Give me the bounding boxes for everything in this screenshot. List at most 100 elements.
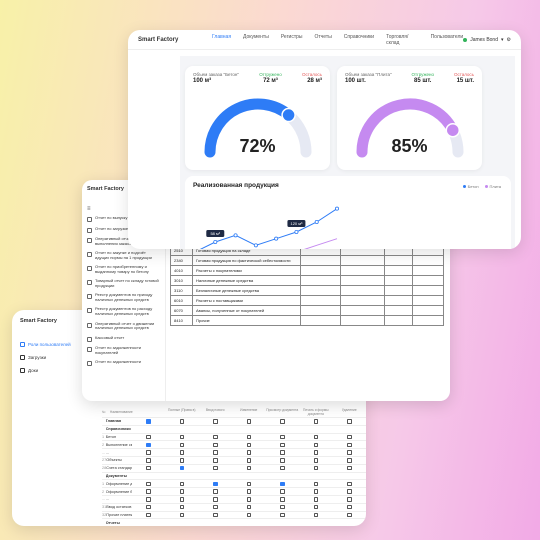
nav-item[interactable]: Справочники xyxy=(343,33,375,40)
permission-checkbox[interactable] xyxy=(347,481,352,487)
data-point[interactable] xyxy=(334,206,339,211)
permission-checkbox[interactable] xyxy=(179,434,184,440)
permission-checkbox[interactable] xyxy=(313,434,318,440)
permission-checkbox[interactable] xyxy=(146,419,151,424)
nav-item[interactable]: Торговля/склад xyxy=(386,33,409,46)
legend-item-slab[interactable]: Плита xyxy=(484,184,501,189)
permission-checkbox[interactable] xyxy=(213,458,218,463)
permission-checkbox[interactable] xyxy=(313,465,318,471)
report-sidebar-item[interactable]: Отчет по задолженности xyxy=(87,359,160,367)
permission-checkbox[interactable] xyxy=(347,442,352,448)
permission-checkbox[interactable] xyxy=(246,512,251,518)
permission-checkbox[interactable] xyxy=(280,419,285,424)
permission-checkbox[interactable] xyxy=(280,497,285,502)
nav-item[interactable]: Отчеты xyxy=(314,33,332,40)
menu-icon[interactable]: ≡ xyxy=(87,206,91,212)
permission-checkbox[interactable] xyxy=(246,450,251,455)
permission-checkbox[interactable] xyxy=(347,512,352,518)
permission-checkbox[interactable] xyxy=(246,489,251,494)
report-sidebar-item[interactable]: Отчет по приобретенному и выданному това… xyxy=(87,264,160,275)
data-point[interactable] xyxy=(294,230,299,235)
permission-checkbox[interactable] xyxy=(213,450,218,455)
permissions-sidebar-item[interactable]: Доки xyxy=(20,368,78,373)
permission-checkbox[interactable] xyxy=(347,450,352,455)
permission-checkbox[interactable] xyxy=(313,512,318,518)
permission-checkbox[interactable] xyxy=(246,419,251,424)
permission-checkbox[interactable] xyxy=(313,450,318,455)
report-sidebar-item[interactable]: Отчет по загрузке / разгрузке xyxy=(87,226,160,233)
legend-item-concrete[interactable]: Бетон xyxy=(462,184,479,189)
permission-checkbox[interactable] xyxy=(179,442,184,448)
permissions-sidebar-item[interactable]: Загрузки xyxy=(20,355,78,360)
permission-checkbox[interactable] xyxy=(213,442,218,448)
permission-checkbox[interactable] xyxy=(179,419,184,424)
permission-checkbox[interactable] xyxy=(280,450,285,455)
permission-checkbox[interactable] xyxy=(146,489,151,494)
permission-checkbox[interactable] xyxy=(246,458,251,463)
permission-checkbox[interactable] xyxy=(246,481,251,487)
permission-checkbox[interactable] xyxy=(246,504,251,510)
permission-checkbox[interactable] xyxy=(213,419,218,424)
permission-checkbox[interactable] xyxy=(313,504,318,510)
permission-checkbox[interactable] xyxy=(246,497,251,502)
permission-checkbox[interactable] xyxy=(213,465,218,471)
permission-checkbox[interactable] xyxy=(146,442,151,448)
report-sidebar-item[interactable]: Реестр документов по приходу наличных де… xyxy=(87,293,160,303)
permission-checkbox[interactable] xyxy=(179,458,184,463)
permission-checkbox[interactable] xyxy=(313,481,318,487)
permission-checkbox[interactable] xyxy=(146,434,151,440)
permission-checkbox[interactable] xyxy=(313,419,318,424)
permission-checkbox[interactable] xyxy=(246,434,251,440)
permission-checkbox[interactable] xyxy=(280,434,285,440)
permission-checkbox[interactable] xyxy=(280,481,285,487)
permission-checkbox[interactable] xyxy=(280,504,285,510)
permission-checkbox[interactable] xyxy=(347,465,352,471)
permission-checkbox[interactable] xyxy=(213,504,218,510)
report-sidebar-item[interactable]: Кассовый отчет xyxy=(87,335,160,342)
permission-checkbox[interactable] xyxy=(246,465,251,471)
gear-icon[interactable]: ⚙ xyxy=(506,36,511,43)
report-sidebar-item[interactable]: Отчет по закупке и подсчёт идущих нормы … xyxy=(87,250,160,261)
nav-item[interactable]: Главная xyxy=(212,33,232,40)
permission-checkbox[interactable] xyxy=(179,504,184,510)
permission-checkbox[interactable] xyxy=(280,465,285,471)
report-sidebar-item[interactable]: Оперативный отчет о движении наличных де… xyxy=(87,321,160,332)
permissions-sidebar-item[interactable]: Роли пользователей xyxy=(20,342,78,347)
permission-checkbox[interactable] xyxy=(146,497,151,502)
permission-checkbox[interactable] xyxy=(179,450,184,455)
permission-checkbox[interactable] xyxy=(280,489,285,494)
data-point[interactable] xyxy=(314,219,319,224)
permission-checkbox[interactable] xyxy=(213,512,218,518)
permission-checkbox[interactable] xyxy=(179,489,184,494)
data-point[interactable] xyxy=(274,236,279,241)
permission-checkbox[interactable] xyxy=(313,458,318,463)
permission-checkbox[interactable] xyxy=(179,465,184,471)
user-menu[interactable]: James Bond ▾ ⚙ xyxy=(463,37,511,43)
permission-checkbox[interactable] xyxy=(179,512,184,518)
permission-checkbox[interactable] xyxy=(179,497,184,502)
permission-checkbox[interactable] xyxy=(213,497,218,502)
permission-checkbox[interactable] xyxy=(347,497,352,502)
permission-checkbox[interactable] xyxy=(213,489,218,494)
permission-checkbox[interactable] xyxy=(313,497,318,502)
data-point[interactable] xyxy=(233,233,238,238)
report-sidebar-item[interactable]: Реестр документов по расходу наличных де… xyxy=(87,307,160,317)
permission-checkbox[interactable] xyxy=(347,458,352,463)
permission-checkbox[interactable] xyxy=(313,489,318,494)
permission-checkbox[interactable] xyxy=(179,481,184,487)
permission-checkbox[interactable] xyxy=(347,489,352,494)
data-point[interactable] xyxy=(253,243,258,248)
nav-item[interactable]: Регистры xyxy=(280,33,303,40)
permission-checkbox[interactable] xyxy=(146,458,151,463)
permission-checkbox[interactable] xyxy=(347,504,352,510)
permission-checkbox[interactable] xyxy=(146,512,151,518)
permission-checkbox[interactable] xyxy=(146,481,151,487)
nav-item[interactable]: Пользователи xyxy=(430,33,464,40)
nav-item[interactable]: Документы xyxy=(243,33,269,40)
permission-checkbox[interactable] xyxy=(313,442,318,448)
permission-checkbox[interactable] xyxy=(146,504,151,510)
permission-checkbox[interactable] xyxy=(347,434,352,440)
permission-checkbox[interactable] xyxy=(146,465,151,471)
report-sidebar-item[interactable]: Отчет по задолженности покупателей xyxy=(87,345,160,356)
permission-checkbox[interactable] xyxy=(347,419,352,424)
